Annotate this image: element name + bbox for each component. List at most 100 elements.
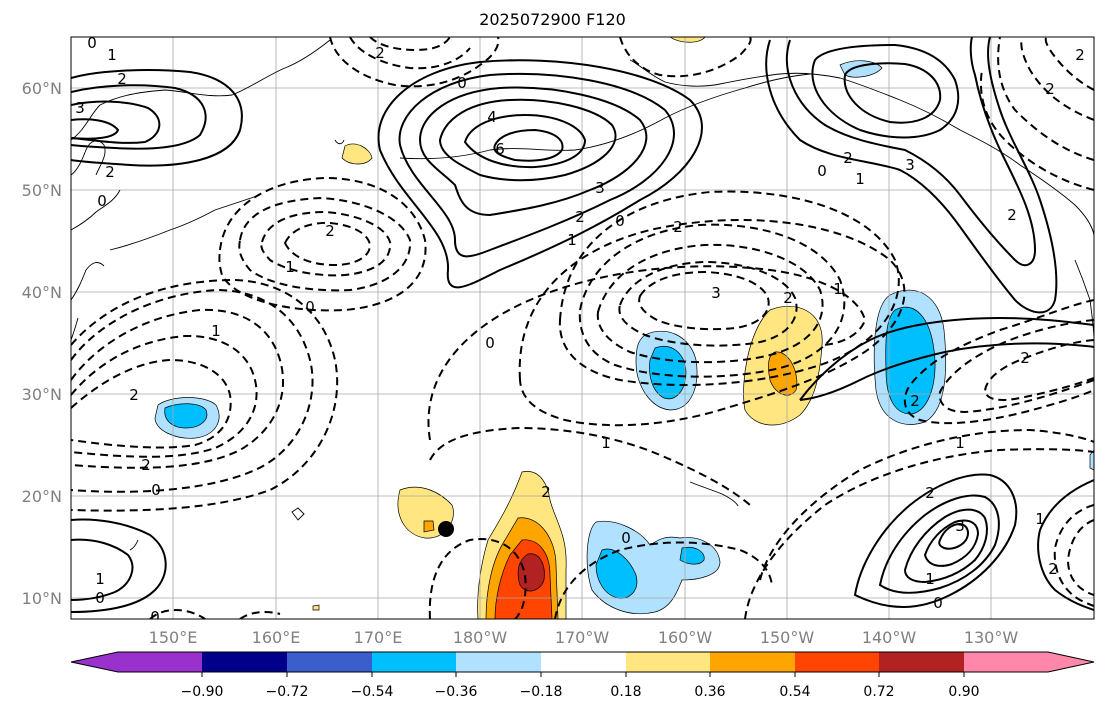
contour-label: 2 (117, 70, 127, 88)
lat-label-40n: 40°N (22, 283, 62, 302)
lon-label-150w: 150°W (760, 628, 815, 647)
contour-label: 2 (843, 149, 853, 167)
contour-label: 2 (1075, 46, 1085, 64)
colorbar-tick-label: −0.90 (181, 684, 224, 700)
contour-label: 2 (673, 218, 683, 236)
contour-labels: 0 1 2 3 2 0 0 2 4 6 3 2 0 1 2 1 0 2 3 2 … (75, 34, 1085, 626)
contour-label: 1 (107, 46, 117, 64)
colorbar-segment (287, 652, 372, 672)
colorbar-tick-label: −0.36 (435, 684, 478, 700)
contour-label: 2 (1048, 560, 1058, 578)
coastlines (71, 39, 1094, 551)
contour-label: 4 (487, 108, 497, 126)
contour-label: 1 (601, 434, 611, 452)
lat-label-50n: 50°N (22, 181, 62, 200)
lon-label-170e: 170°E (354, 628, 403, 647)
colorbar-tick-label: −0.72 (266, 684, 309, 700)
cool-anomaly-west-2 (164, 403, 208, 429)
contour-label: 2 (1007, 206, 1017, 224)
contour-label: 1 (285, 258, 295, 276)
warm-anomaly-top (669, 37, 706, 43)
contour-label: 1 (855, 170, 865, 188)
colorbar-tick-labels: −0.90 −0.72 −0.54 −0.36 −0.18 0.18 0.36 … (181, 684, 980, 700)
contour-label: 2 (575, 208, 585, 226)
lon-label-170w: 170°W (555, 628, 610, 647)
colorbar-segment (71, 652, 202, 672)
lat-label-20n: 20°N (22, 487, 62, 506)
contour-label: 0 (933, 594, 943, 612)
contour-label: 1 (1035, 510, 1045, 528)
contour-label: 3 (711, 284, 721, 302)
warm-anomaly-near-dot-2 (423, 520, 435, 533)
contour-label: 0 (151, 481, 161, 499)
contour-label: 0 (95, 589, 105, 607)
colorbar-segment (879, 652, 964, 672)
negative-contours (71, 37, 1094, 619)
contour-label: 3 (955, 517, 965, 535)
contour-label: 0 (817, 162, 827, 180)
contour-label: 3 (905, 156, 915, 174)
colorbar-tick-label: −0.54 (351, 684, 394, 700)
map-plot-area: 0 1 2 3 2 0 0 2 4 6 3 2 0 1 2 1 0 2 3 2 … (71, 34, 1094, 626)
contour-label: 2 (910, 392, 920, 410)
lat-label-30n: 30°N (22, 385, 62, 404)
map-title: 2025072900 F120 (479, 10, 626, 29)
colorbar-segment (795, 652, 879, 672)
colorbar-tick-label: 0.18 (610, 684, 641, 700)
colorbar-segment (964, 652, 1094, 672)
colorbar-segment (626, 652, 710, 672)
cool-anomaly-east-edge (1089, 449, 1094, 471)
contour-label: 2 (325, 222, 335, 240)
contour-label: 0 (615, 212, 625, 230)
colorbar-ticks (201, 672, 965, 677)
lat-label-10n: 10°N (22, 589, 62, 608)
cool-anomaly-165w-2 (595, 548, 638, 599)
contour-label: 2 (925, 484, 935, 502)
plot-frame (70, 36, 1095, 620)
lon-label-160w: 160°W (658, 628, 713, 647)
contour-label: 0 (150, 608, 160, 626)
contour-label: 1 (833, 280, 843, 298)
latitude-labels: 60°N 50°N 40°N 30°N 20°N 10°N (22, 79, 62, 608)
contour-label: 0 (305, 298, 315, 316)
lon-label-140w: 140°W (862, 628, 917, 647)
contour-label: 0 (87, 34, 97, 52)
contour-label: 2 (1020, 349, 1030, 367)
contour-label: 2 (105, 163, 115, 181)
contour-label: 0 (97, 192, 107, 210)
positive-contours (71, 37, 1094, 613)
colorbar-segment (372, 652, 456, 672)
colorbar-segment (541, 652, 626, 672)
contour-label: 1 (955, 434, 965, 452)
contour-label: 2 (375, 44, 385, 62)
contour-label: 1 (95, 570, 105, 588)
storm-center-marker (438, 521, 454, 537)
colorbar-tick-label: −0.18 (520, 684, 563, 700)
contour-label: 3 (595, 179, 605, 197)
lon-label-180w: 180°W (453, 628, 508, 647)
colorbar-tick-label: 0.72 (863, 684, 894, 700)
contour-label: 2 (1045, 80, 1055, 98)
colorbar: −0.90 −0.72 −0.54 −0.36 −0.18 0.18 0.36 … (70, 651, 1095, 700)
contour-label: 6 (495, 140, 505, 158)
contour-label: 2 (783, 289, 793, 307)
colorbar-tick-label: 0.90 (948, 684, 979, 700)
colorbar-segment (710, 652, 795, 672)
contour-label: 1 (567, 231, 577, 249)
longitude-labels: 150°E 160°E 170°E 180°W 170°W 160°W 150°… (149, 628, 1019, 647)
colorbar-tick-label: 0.54 (779, 684, 810, 700)
colorbar-segment (202, 652, 287, 672)
colorbar-segment (456, 652, 541, 672)
contour-label: 3 (75, 99, 85, 117)
contour-label: 1 (925, 570, 935, 588)
contour-label: 2 (541, 483, 551, 501)
lon-label-150e: 150°E (149, 628, 198, 647)
colorbar-outline (70, 651, 1095, 673)
contour-label: 0 (485, 334, 495, 352)
contour-label: 1 (211, 322, 221, 340)
colorbar-tick-label: 0.36 (694, 684, 725, 700)
lon-label-160e: 160°E (252, 628, 301, 647)
contour-label: 0 (621, 529, 631, 547)
lat-label-60n: 60°N (22, 79, 62, 98)
